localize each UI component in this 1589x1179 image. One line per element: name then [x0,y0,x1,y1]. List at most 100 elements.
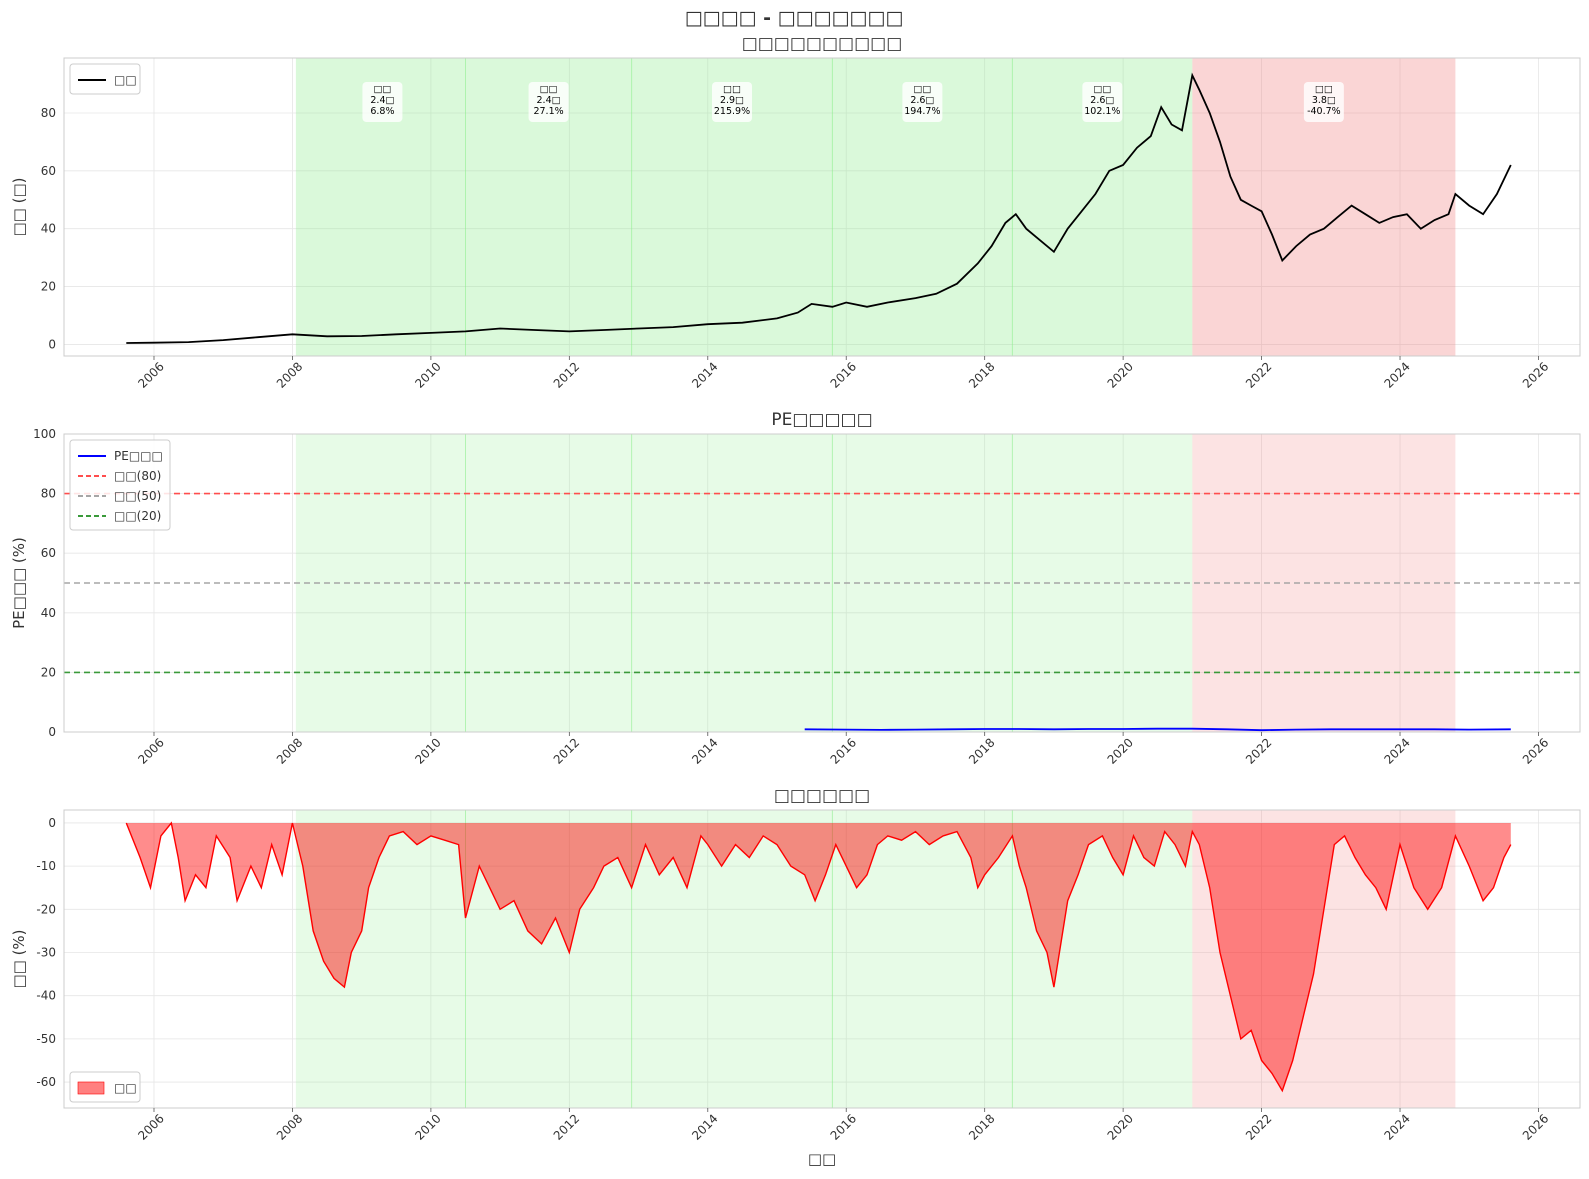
annotation-box: □□2.6□102.1% [1082,82,1123,122]
drawdown-line [125,821,1512,1093]
annotation-box: □□2.4□27.1% [528,82,569,122]
annotation-background [528,82,569,122]
plot-area [64,810,1580,1108]
legend-label: □□ [114,73,137,87]
x-tick-label: 2012 [551,359,582,390]
x-tick-label: 2022 [1243,359,1274,390]
y-tick-label: 20 [41,665,56,679]
x-tick-label: 2026 [1520,1111,1551,1142]
y-tick-label: 60 [41,164,56,178]
x-tick-label: 2012 [551,735,582,766]
annotation-line: □□ [1315,84,1333,95]
y-tick-label: -20 [36,902,56,916]
y-tick-label: 100 [33,427,56,441]
annotation-line: 194.7% [904,106,940,117]
legend-frame [69,439,171,531]
y-axis-label: PE□□□ (%) [10,537,28,629]
y-axis-label: □□ (%) [10,929,28,988]
x-tick-label: 2024 [1381,1111,1412,1142]
x-tick-label: 2018 [966,359,997,390]
x-tick-label: 2026 [1520,359,1551,390]
x-tick-label: 2008 [274,359,305,390]
x-tick-label: 2024 [1381,735,1412,766]
x-tick-label: 2022 [1243,1111,1274,1142]
y-tick-label: -50 [36,1032,56,1046]
x-tick-label: 2014 [689,735,720,766]
x-tick-label: 2018 [966,1111,997,1142]
x-tick-label: 2008 [274,735,305,766]
y-tick-label: 0 [48,816,56,830]
annotation-line: 6.8% [370,106,394,117]
y-tick-label: 40 [41,222,56,236]
legend-label: □□ [114,1081,137,1095]
x-tick-label: 2006 [135,1111,166,1142]
panel-title: □□□□□□□□□□ [742,34,903,54]
annotation-line: □□ [723,84,741,95]
series-line-0 [804,727,1511,732]
x-tick-label: 2020 [1105,1111,1136,1142]
annotation-line: □□ [1093,84,1111,95]
x-tick-label: 2008 [274,1111,305,1142]
y-tick-label: 60 [41,546,56,560]
annotation-line: 215.9% [714,106,750,117]
x-tick-label: 2026 [1520,735,1551,766]
legend-label: □□(80) [114,469,161,483]
annotation-line: 102.1% [1084,106,1120,117]
x-tick-label: 2024 [1381,359,1412,390]
y-tick-label: 20 [41,280,56,294]
annotation-line: □□ [540,84,558,95]
annotation-line: -40.7% [1307,106,1341,117]
annotation-line: □□ [373,84,391,95]
grid [64,58,1580,356]
annotation-box: □□3.8□-40.7% [1303,82,1344,122]
x-tick-label: 2010 [412,735,443,766]
x-tick-label: 2016 [828,359,859,390]
x-tick-label: 2018 [966,735,997,766]
panel-title: □□□□□□ [774,786,870,806]
legend-label: □□(50) [114,489,161,503]
legend: □□ [69,1071,141,1103]
x-tick-label: 2020 [1105,735,1136,766]
x-tick-label: 2012 [551,1111,582,1142]
legend: □□ [69,63,141,95]
x-tick-label: 2006 [135,735,166,766]
legend-frame [69,1071,141,1103]
shaded-region-0 [295,810,1193,1108]
plot-frame [63,57,1581,357]
annotation-line: 2.6□ [910,95,934,106]
annotation-line: 2.4□ [537,95,561,106]
annotation-line: 2.4□ [370,95,394,106]
x-tick-label: 2022 [1243,735,1274,766]
annotation-line: □□ [913,84,931,95]
annotation-box: □□2.9□215.9% [712,82,753,122]
x-tick-label: 2020 [1105,359,1136,390]
annotation-box: □□2.6□194.7% [902,82,943,122]
y-tick-label: -60 [36,1075,56,1089]
y-tick-label: -10 [36,859,56,873]
legend-label: □□(20) [114,509,161,523]
x-tick-label: 2006 [135,359,166,390]
x-tick-label: 2014 [689,1111,720,1142]
series-line-0 [126,72,1512,344]
x-axis-label: □□ [808,1150,836,1168]
x-tick-label: 2016 [828,1111,859,1142]
legend: PE□□□ □□(80) □□(50) □□(20) [69,439,171,531]
annotation-line: 3.8□ [1312,95,1336,106]
annotation-background [712,82,753,122]
pe-percentile-panel: 2006 2008 2010 2012 2014 2016 2018 2020 2022 2024… [10,410,1581,767]
y-tick-label: -40 [36,989,56,1003]
annotation-background [1082,82,1123,122]
y-tick-label: 0 [48,725,56,739]
annotation-line: 27.1% [533,106,563,117]
y-axis-label: □□ (□) [10,178,28,237]
annotation-background [362,82,403,122]
panel-title: PE□□□□□ [771,410,872,430]
drawdown-panel: 2006 2008 2010 2012 2014 2016 2018 2020 2022 2024… [10,786,1581,1168]
annotation-background [1303,82,1344,122]
y-tick-label: -30 [36,946,56,960]
plot-frame [63,809,1581,1109]
y-tick-label: 80 [41,487,56,501]
y-tick-label: 40 [41,606,56,620]
x-tick-label: 2016 [828,735,859,766]
